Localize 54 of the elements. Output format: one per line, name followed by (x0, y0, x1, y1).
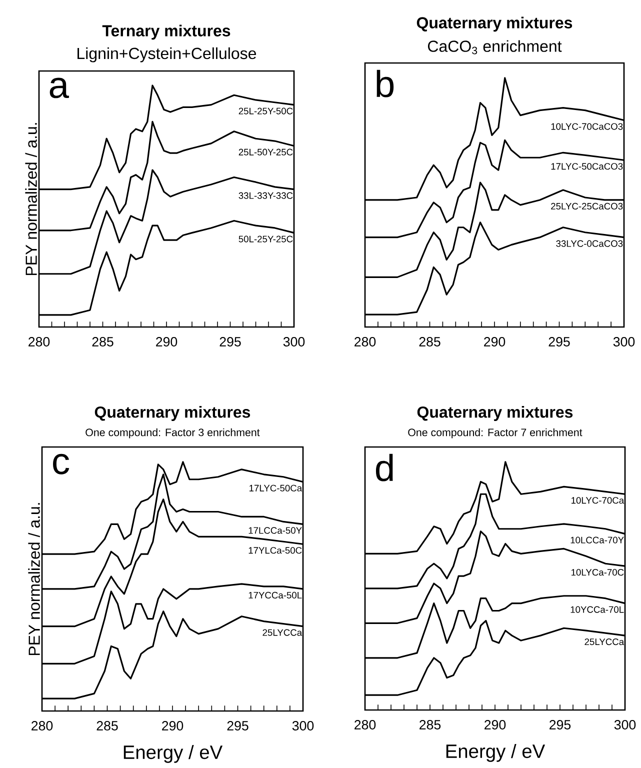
y-axis-title: PEY normalized / a.u. (25, 123, 38, 276)
x-tick-label: 300 (614, 720, 636, 730)
chart-title: Quaternary mixtures (417, 16, 572, 32)
x-tick-label: 290 (156, 337, 178, 346)
chart-title: Quaternary mixtures (418, 406, 573, 421)
series-label: 10LYCa-70C (572, 569, 624, 576)
x-tick-label: 290 (484, 720, 506, 730)
x-tick-label: 285 (420, 720, 441, 730)
x-tick-label: 300 (292, 721, 314, 730)
series-label: 17LYC-50Ca (250, 484, 302, 492)
x-tick-label: 280 (32, 721, 53, 730)
y-axis-title: PEY normalized / a.u. (28, 503, 40, 656)
chart-subtitle: One compound: Factor 7 enrichment (408, 428, 582, 438)
x-tick-label: 280 (354, 337, 376, 346)
series-label: 25L-25Y-50C (239, 108, 293, 114)
chart-subtitle: CaCO$_{3}$ enrichment (428, 40, 562, 54)
x-tick-label: 300 (284, 337, 305, 346)
series-label: 50L-25Y-25C (239, 236, 293, 242)
series-label: 17LCCa-50Y (249, 527, 302, 534)
x-tick-label: 295 (549, 337, 570, 346)
x-tick-label: 290 (484, 337, 506, 346)
annotation: c (53, 454, 70, 474)
annotation: b (376, 70, 394, 98)
x-tick-label: 285 (92, 337, 114, 346)
series-label: 17YCCa-50L (249, 592, 302, 598)
series-label: 25LYCCa (262, 629, 302, 636)
x-tick-label: 295 (220, 337, 242, 346)
x-axis-title: Energy / eV (124, 744, 223, 763)
chart-title: Quaternary mixtures (95, 406, 250, 421)
series-label: 33LYC-0CaCO3 (556, 240, 623, 247)
series-label: 33L-33Y-33C (238, 192, 293, 199)
x-tick-label: 290 (162, 721, 184, 730)
x-tick-label: 280 (28, 337, 50, 346)
chart-subtitle: Lignin+Cystein+Cellulose (78, 47, 256, 62)
annotation: a (50, 78, 70, 98)
series-label: 10LYC-70CaCO3 (552, 123, 623, 130)
x-axis-title: Energy / eV (446, 744, 546, 762)
series-label: 10LCCa-70Y (571, 536, 624, 544)
series-label: 25L-50Y-25C (239, 148, 293, 156)
x-tick-label: 280 (354, 720, 376, 730)
series-label: 25LYCCa (584, 638, 624, 646)
series-label: 17LYC-50CaCO3 (552, 163, 623, 170)
annotation: d (376, 454, 393, 482)
x-tick-label: 300 (614, 337, 635, 346)
x-tick-label: 295 (228, 721, 249, 730)
chart-title: Ternary mixtures (102, 24, 230, 40)
x-tick-label: 285 (97, 721, 118, 730)
x-tick-label: 285 (420, 337, 441, 346)
x-tick-label: 295 (550, 720, 571, 730)
series-label: 25LYC-25CaCO3 (551, 202, 623, 210)
series-label: 10YCCa-70L (571, 606, 624, 613)
chart-subtitle: One compound: Factor 3 enrichment (86, 428, 260, 438)
series-label: 10LYC-70Ca (572, 497, 624, 504)
series-label: 17YLCa-50C (249, 547, 302, 554)
